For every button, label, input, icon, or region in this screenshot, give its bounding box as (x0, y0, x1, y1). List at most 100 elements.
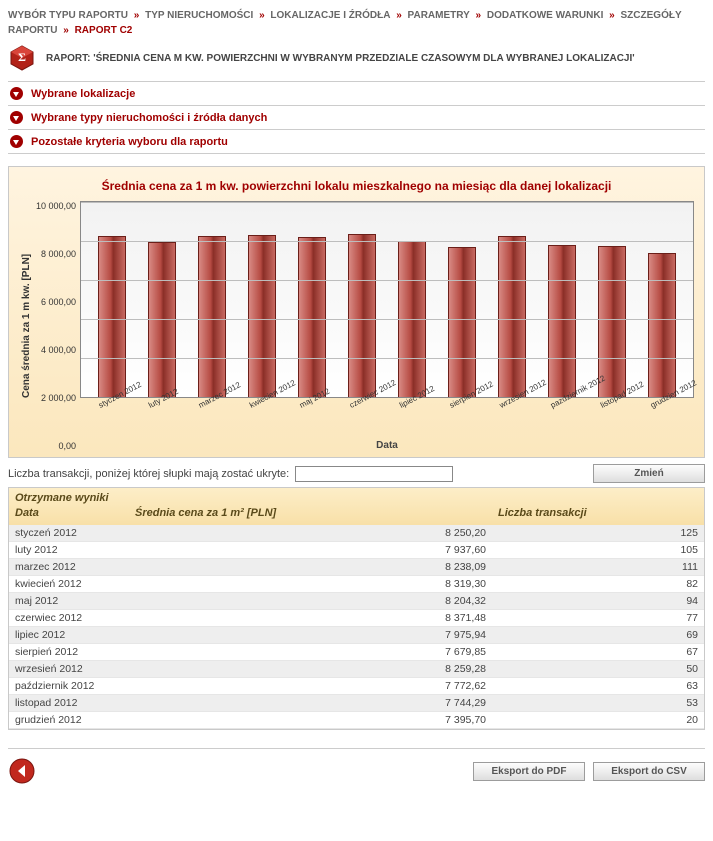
col-header-date: Data (15, 507, 135, 519)
chart-xlabel: Data (80, 440, 694, 451)
breadcrumb-separator: » (473, 10, 484, 21)
cell-count: 67 (492, 644, 704, 661)
breadcrumb: WYBÓR TYPU RAPORTU » TYP NIERUCHOMOŚCI »… (8, 8, 705, 38)
table-row: maj 20128 204,3294 (9, 593, 704, 610)
results-panel: Otrzymane wyniki Data Średnia cena za 1 … (8, 487, 705, 730)
cell-price: 8 204,32 (141, 593, 492, 610)
filter-label: Liczba transakcji, poniżej której słupki… (8, 468, 289, 480)
cell-date: sierpień 2012 (9, 644, 141, 661)
cell-date: listopad 2012 (9, 695, 141, 712)
table-row: czerwiec 20128 371,4877 (9, 610, 704, 627)
gridline (81, 280, 693, 281)
ytick-label: 2 000,00 (36, 393, 76, 403)
breadcrumb-item[interactable]: PARAMETRY (408, 10, 470, 21)
chart-bar (498, 236, 526, 397)
cell-count: 111 (492, 559, 704, 576)
chart-bar (298, 237, 326, 397)
sigma-cube-icon: Σ (8, 44, 36, 72)
chevron-down-icon (10, 111, 23, 124)
ytick-label: 0,00 (36, 441, 76, 451)
ytick-label: 6 000,00 (36, 297, 76, 307)
cell-price: 7 772,62 (141, 678, 492, 695)
accordion-label: Pozostałe kryteria wyboru dla raportu (31, 136, 228, 148)
chart-title: Średnia cena za 1 m kw. powierzchni loka… (19, 179, 694, 193)
ytick-label: 4 000,00 (36, 345, 76, 355)
svg-text:Σ: Σ (18, 50, 26, 64)
breadcrumb-separator: » (60, 25, 71, 36)
chart-ylabel: Cena średnia za 1 m kw. [PLN] (19, 201, 34, 451)
breadcrumb-item[interactable]: DODATKOWE WARUNKI (487, 10, 603, 21)
chevron-down-icon (10, 87, 23, 100)
filter-input[interactable] (295, 466, 453, 482)
cell-count: 53 (492, 695, 704, 712)
cell-date: lipiec 2012 (9, 627, 141, 644)
chart-bar (648, 253, 676, 397)
results-title: Otrzymane wyniki (15, 492, 698, 504)
col-header-count: Liczba transakcji (498, 507, 698, 519)
cell-price: 8 319,30 (141, 576, 492, 593)
results-table: styczeń 20128 250,20125luty 20127 937,60… (9, 525, 704, 729)
cell-count: 69 (492, 627, 704, 644)
cell-price: 7 679,85 (141, 644, 492, 661)
cell-count: 94 (492, 593, 704, 610)
table-row: marzec 20128 238,09111 (9, 559, 704, 576)
breadcrumb-separator: » (256, 10, 267, 21)
breadcrumb-separator: » (606, 10, 617, 21)
cell-price: 7 937,60 (141, 542, 492, 559)
chart-xticks: styczen 2012luty 2012marzec 2012kwiecien… (80, 398, 694, 438)
cell-date: kwiecień 2012 (9, 576, 141, 593)
chevron-down-icon (10, 135, 23, 148)
ytick-label: 8 000,00 (36, 249, 76, 259)
cell-count: 20 (492, 712, 704, 729)
col-header-price: Średnia cena za 1 m² [PLN] (135, 507, 498, 519)
cell-price: 7 395,70 (141, 712, 492, 729)
table-row: grudzień 20127 395,7020 (9, 712, 704, 729)
chart-panel: Średnia cena za 1 m kw. powierzchni loka… (8, 166, 705, 458)
accordion-row[interactable]: Wybrane typy nieruchomości i źródła dany… (8, 105, 705, 130)
breadcrumb-item[interactable]: TYP NIERUCHOMOŚCI (145, 10, 253, 21)
table-row: styczeń 20128 250,20125 (9, 525, 704, 542)
accordion-label: Wybrane lokalizacje (31, 88, 135, 100)
cell-price: 8 371,48 (141, 610, 492, 627)
ytick-label: 10 000,00 (36, 201, 76, 211)
accordion-label: Wybrane typy nieruchomości i źródła dany… (31, 112, 267, 124)
cell-date: październik 2012 (9, 678, 141, 695)
cell-count: 63 (492, 678, 704, 695)
breadcrumb-item[interactable]: LOKALIZACJE I ŹRÓDŁA (270, 10, 390, 21)
gridline (81, 241, 693, 242)
chart-bar (448, 247, 476, 397)
table-row: lipiec 20127 975,9469 (9, 627, 704, 644)
accordion-row[interactable]: Wybrane lokalizacje (8, 81, 705, 106)
cell-count: 82 (492, 576, 704, 593)
cell-price: 8 259,28 (141, 661, 492, 678)
results-header: Otrzymane wyniki Data Średnia cena za 1 … (9, 488, 704, 525)
breadcrumb-item[interactable]: WYBÓR TYPU RAPORTU (8, 10, 128, 21)
report-title-row: Σ RAPORT: 'ŚREDNIA CENA M KW. POWIERZCHN… (8, 44, 705, 72)
chart-bar (98, 236, 126, 397)
cell-price: 7 975,94 (141, 627, 492, 644)
chart-yticks: 10 000,00 8 000,00 6 000,00 4 000,00 2 000,0… (34, 201, 80, 451)
report-title: RAPORT: 'ŚREDNIA CENA M KW. POWIERZCHNI … (46, 53, 635, 64)
table-row: październik 20127 772,6263 (9, 678, 704, 695)
gridline (81, 358, 693, 359)
chart-bar (248, 235, 276, 397)
breadcrumb-separator: » (131, 10, 142, 21)
accordion-row[interactable]: Pozostałe kryteria wyboru dla raportu (8, 129, 705, 154)
back-button[interactable] (8, 757, 36, 785)
cell-date: luty 2012 (9, 542, 141, 559)
divider (8, 748, 705, 749)
cell-price: 8 238,09 (141, 559, 492, 576)
export-pdf-button[interactable]: Eksport do PDF (473, 762, 585, 781)
gridline (81, 319, 693, 320)
cell-date: czerwiec 2012 (9, 610, 141, 627)
export-csv-button[interactable]: Eksport do CSV (593, 762, 705, 781)
cell-count: 50 (492, 661, 704, 678)
table-row: luty 20127 937,60105 (9, 542, 704, 559)
apply-button[interactable]: Zmień (593, 464, 705, 483)
cell-count: 125 (492, 525, 704, 542)
chart-bar (348, 234, 376, 397)
table-row: kwiecień 20128 319,3082 (9, 576, 704, 593)
breadcrumb-separator: » (393, 10, 404, 21)
filter-row: Liczba transakcji, poniżej której słupki… (8, 464, 705, 483)
cell-date: grudzień 2012 (9, 712, 141, 729)
